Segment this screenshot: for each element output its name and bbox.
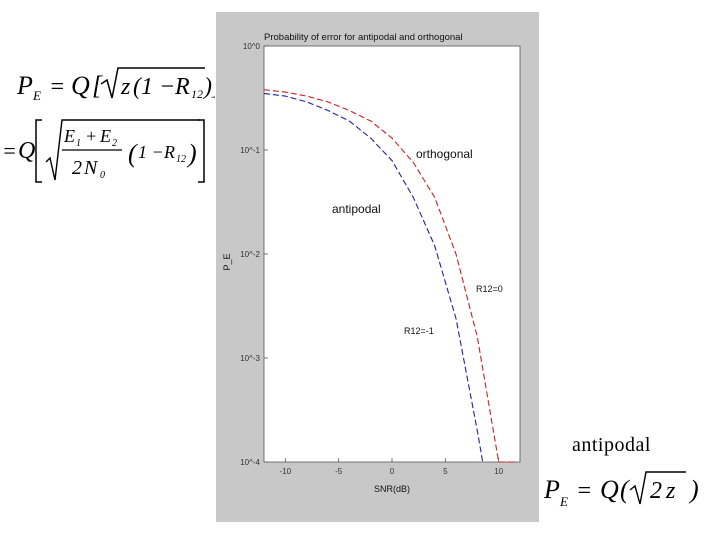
- x-tick-label: 5: [443, 467, 448, 476]
- svg-text:): ): [688, 475, 699, 504]
- svg-text:N: N: [83, 157, 99, 179]
- equation-line2-graphic: = Q E 1 + E 2 2 N 0 ( 1 − R 12 ): [2, 119, 205, 183]
- general-equation-line2: = Q E 1 + E 2 2 N 0 ( 1 − R 12 ): [0, 116, 212, 191]
- x-axis-label: SNR(dB): [374, 484, 410, 494]
- x-tick-label: 0: [390, 467, 395, 476]
- annotation-orthogonal: orthogonal: [416, 147, 473, 161]
- svg-text:2: 2: [650, 478, 662, 504]
- svg-text:[: [: [92, 71, 104, 100]
- svg-text:Q: Q: [71, 71, 90, 100]
- svg-text:R: R: [163, 142, 175, 162]
- general-equation-line1: P E = Q [ z (1 − R 12 )]: [15, 64, 221, 111]
- x-tick-label: -5: [335, 467, 343, 476]
- svg-text:(: (: [620, 475, 630, 504]
- y-axis-label: P_E: [222, 253, 232, 270]
- annotation-r12-minus-one: R12=-1: [404, 326, 434, 336]
- svg-text:=: =: [49, 74, 65, 100]
- y-tick-label: 10^-4: [240, 458, 260, 467]
- x-tick-label: 10: [494, 467, 503, 476]
- svg-text:): ): [186, 139, 197, 168]
- svg-text:z: z: [665, 478, 676, 504]
- y-tick-label: 10^-1: [240, 146, 260, 155]
- svg-text:12: 12: [191, 87, 203, 101]
- svg-text:E: E: [32, 88, 41, 103]
- svg-text:12: 12: [176, 154, 186, 165]
- annotation-antipodal: antipodal: [332, 202, 381, 216]
- svg-text:=: =: [576, 478, 592, 504]
- svg-text:R: R: [174, 74, 190, 100]
- antipodal-equation: P E = Q ( 2 z ): [540, 466, 710, 517]
- equation-line1-graphic: P E = Q [ z (1 − R 12 )]: [16, 67, 221, 103]
- svg-text:1 −: 1 −: [138, 142, 164, 162]
- svg-text:1: 1: [76, 138, 81, 149]
- antipodal-caption: antipodal: [572, 434, 651, 456]
- antipodal-equation-graphic: P E = Q ( 2 z ): [543, 471, 699, 509]
- svg-text:E: E: [559, 494, 568, 509]
- error-probability-plot: Probability of error for antipodal and o…: [222, 32, 521, 494]
- svg-text:P: P: [16, 71, 33, 100]
- series-line-antipodal: [263, 92, 484, 463]
- svg-text:z: z: [120, 74, 131, 100]
- svg-text:2: 2: [72, 157, 82, 179]
- svg-text:Q: Q: [18, 138, 35, 164]
- svg-text:)]: )]: [202, 74, 215, 100]
- y-tick-label: 10^-2: [240, 250, 260, 259]
- svg-text:0: 0: [100, 170, 105, 181]
- series-line-orthogonal: [263, 89, 515, 463]
- figure-panel: Probability of error for antipodal and o…: [216, 12, 539, 522]
- annotation-r12-zero: R12=0: [476, 284, 503, 294]
- svg-text:=: =: [2, 138, 17, 163]
- y-tick-label: 10^-3: [240, 354, 260, 363]
- svg-text:E: E: [63, 126, 75, 146]
- x-tick-label: -10: [280, 467, 292, 476]
- svg-text:(: (: [128, 139, 138, 168]
- svg-text:+: +: [85, 126, 97, 146]
- y-tick-label: 10^0: [243, 42, 261, 51]
- svg-text:(1 −: (1 −: [133, 74, 175, 100]
- svg-text:P: P: [543, 475, 560, 504]
- svg-text:2: 2: [112, 138, 117, 149]
- svg-text:Q: Q: [600, 475, 619, 504]
- svg-text:E: E: [99, 126, 111, 146]
- plot-area: [263, 45, 521, 463]
- chart-title: Probability of error for antipodal and o…: [264, 32, 463, 43]
